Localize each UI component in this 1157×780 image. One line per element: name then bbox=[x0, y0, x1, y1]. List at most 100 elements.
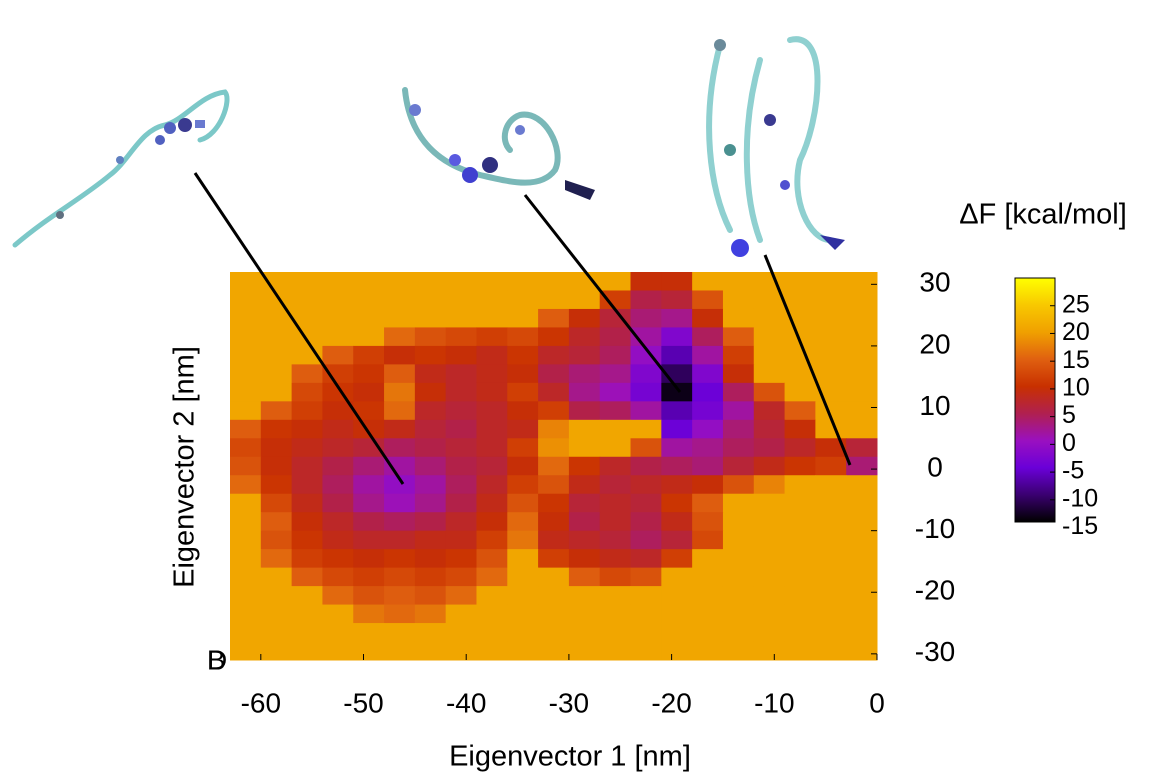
heat-cell bbox=[661, 549, 693, 569]
y-tick-label: -20 bbox=[915, 575, 955, 606]
heat-cell bbox=[230, 475, 262, 495]
heat-cell bbox=[630, 419, 662, 439]
heat-cell bbox=[445, 567, 477, 587]
heat-cell bbox=[784, 475, 816, 495]
heat-cell bbox=[384, 623, 416, 643]
heat-cell bbox=[230, 623, 262, 643]
heat-cell bbox=[538, 290, 570, 310]
heat-cell bbox=[384, 382, 416, 402]
heat-cell bbox=[722, 272, 755, 291]
heat-cell bbox=[476, 530, 508, 550]
heat-cell bbox=[661, 493, 693, 513]
heat-cell bbox=[353, 586, 385, 606]
heat-cell bbox=[784, 623, 816, 643]
heat-cell bbox=[846, 308, 878, 328]
heat-cell bbox=[661, 382, 693, 402]
heat-cell bbox=[722, 382, 755, 402]
heat-cell bbox=[384, 401, 416, 421]
heat-cell bbox=[260, 419, 293, 439]
structure-left bbox=[12, 89, 230, 248]
heat-cell bbox=[568, 586, 601, 606]
heat-cell bbox=[846, 272, 878, 291]
heat-cell bbox=[507, 493, 539, 513]
heat-cell bbox=[260, 530, 293, 550]
heat-cell bbox=[568, 475, 601, 495]
heat-cell bbox=[230, 641, 262, 661]
heat-cell bbox=[630, 456, 662, 476]
heat-cell bbox=[568, 438, 601, 458]
heat-cell bbox=[414, 549, 447, 569]
heat-cell bbox=[353, 327, 385, 347]
heat-cell bbox=[568, 419, 601, 439]
heat-cell bbox=[568, 530, 601, 550]
heat-cell bbox=[445, 290, 477, 310]
heat-cell bbox=[476, 290, 508, 310]
heat-cell bbox=[384, 345, 416, 365]
heat-cell bbox=[815, 290, 847, 310]
colorbar-tick-label: 0 bbox=[1062, 429, 1076, 457]
heat-cell bbox=[507, 549, 539, 569]
heat-cell bbox=[722, 475, 755, 495]
heat-cell bbox=[815, 401, 847, 421]
heat-cell bbox=[846, 549, 878, 569]
heat-cell bbox=[445, 512, 477, 532]
heat-cell bbox=[476, 382, 508, 402]
heat-cell bbox=[291, 567, 323, 587]
heat-cell bbox=[630, 586, 662, 606]
heat-cell bbox=[476, 419, 508, 439]
colorbar-tick-label: 20 bbox=[1062, 318, 1090, 346]
heat-cell bbox=[445, 345, 477, 365]
heat-cell bbox=[568, 327, 601, 347]
heat-cell bbox=[353, 549, 385, 569]
heat-cell bbox=[230, 272, 262, 291]
heat-cell bbox=[414, 419, 447, 439]
heat-cell bbox=[507, 290, 539, 310]
heat-cell bbox=[661, 327, 693, 347]
heat-cell bbox=[784, 604, 816, 624]
heat-cell bbox=[630, 567, 662, 587]
heat-cell bbox=[260, 401, 293, 421]
heat-cell bbox=[599, 419, 632, 439]
heat-cell bbox=[784, 530, 816, 550]
heat-cell bbox=[230, 512, 262, 532]
heat-cell bbox=[414, 401, 447, 421]
heat-cell bbox=[538, 623, 570, 643]
heat-cell bbox=[630, 364, 662, 384]
heat-cell bbox=[692, 438, 724, 458]
heat-cell bbox=[414, 586, 447, 606]
heat-cell bbox=[722, 567, 755, 587]
heat-cell bbox=[291, 604, 323, 624]
heat-cell bbox=[384, 438, 416, 458]
heat-cell bbox=[815, 586, 847, 606]
heat-cell bbox=[815, 272, 847, 291]
heat-cell bbox=[568, 604, 601, 624]
heat-cell bbox=[322, 641, 354, 661]
heat-cell bbox=[538, 475, 570, 495]
heat-cell bbox=[846, 364, 878, 384]
stray-label: D bbox=[207, 644, 227, 675]
heat-cell bbox=[568, 623, 601, 643]
heat-cell bbox=[568, 456, 601, 476]
heat-cell bbox=[692, 290, 724, 310]
heat-cell bbox=[753, 641, 786, 661]
heat-cell bbox=[230, 604, 262, 624]
heat-cell bbox=[230, 419, 262, 439]
heat-cell bbox=[630, 401, 662, 421]
heat-cell bbox=[507, 530, 539, 550]
structure-middle bbox=[402, 87, 595, 200]
heat-cell bbox=[230, 327, 262, 347]
heat-cell bbox=[260, 493, 293, 513]
heat-cell bbox=[538, 438, 570, 458]
heat-cell bbox=[661, 419, 693, 439]
heat-cell bbox=[445, 456, 477, 476]
heat-cell bbox=[661, 530, 693, 550]
heat-cell bbox=[661, 308, 693, 328]
heat-cell bbox=[599, 438, 632, 458]
heat-cell bbox=[507, 456, 539, 476]
heat-cell bbox=[476, 604, 508, 624]
heat-cell bbox=[260, 641, 293, 661]
heat-cell bbox=[260, 456, 293, 476]
heat-cell bbox=[846, 475, 878, 495]
heat-cell bbox=[291, 549, 323, 569]
heat-cell bbox=[784, 438, 816, 458]
